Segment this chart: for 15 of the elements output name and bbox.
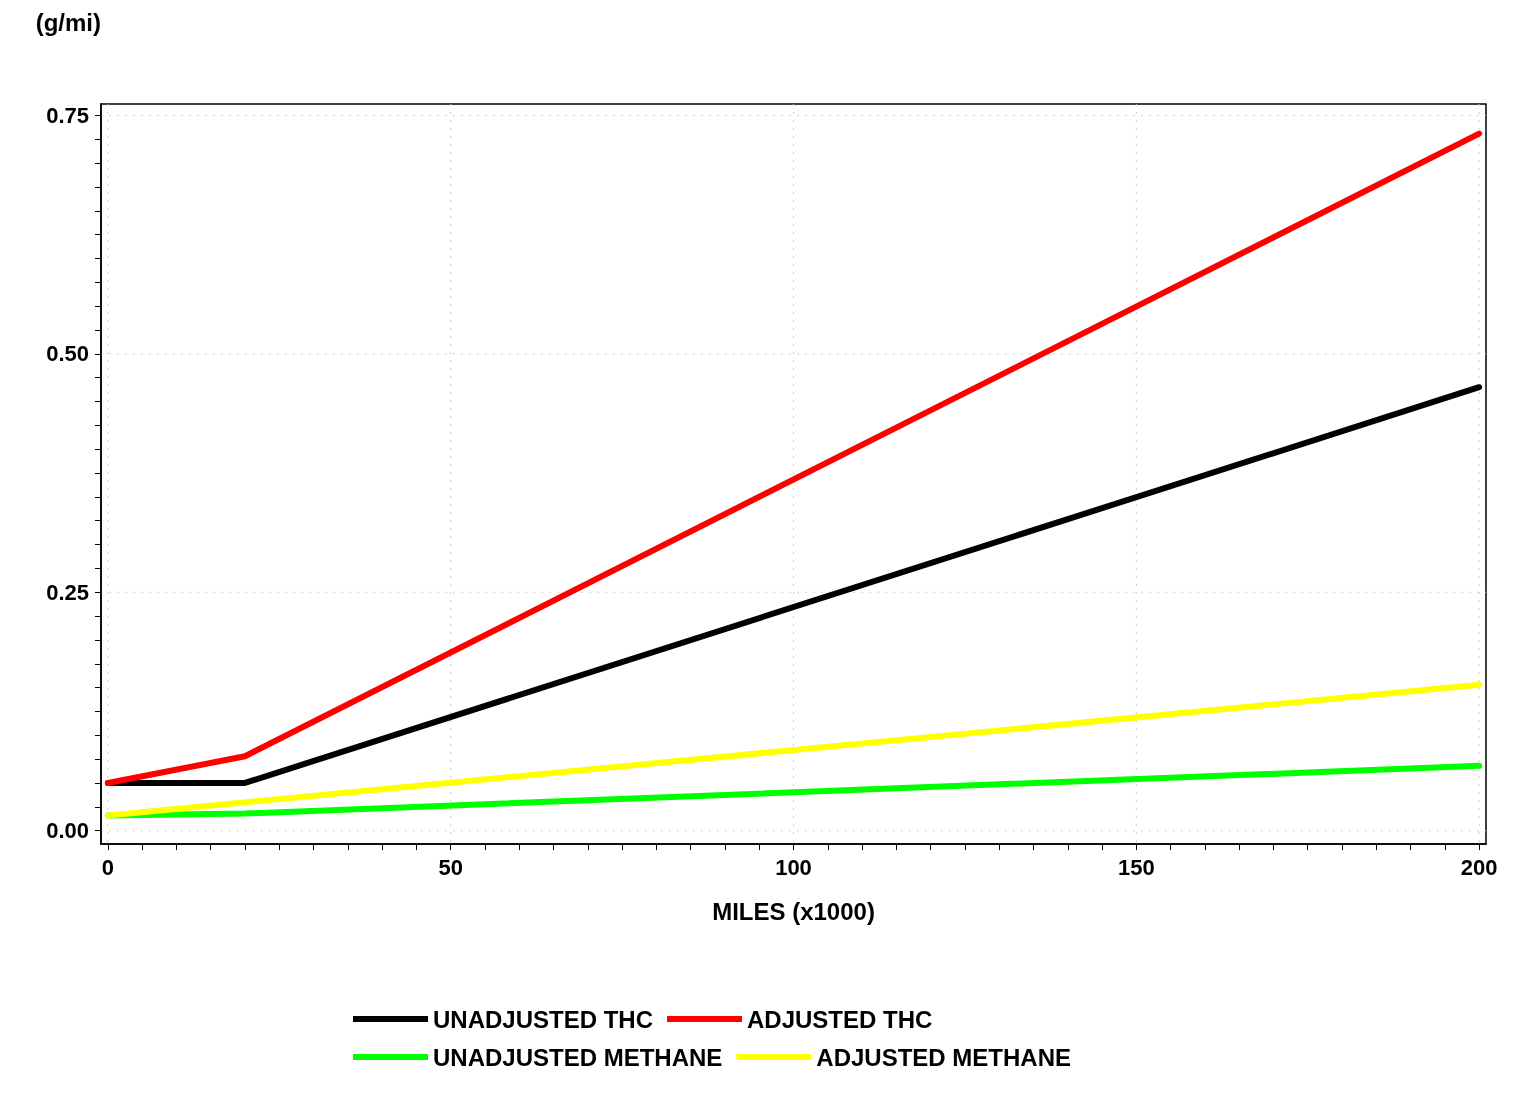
y-tick-label: 0.25 [46,579,89,605]
y-tick-label: 0.50 [46,341,89,367]
legend-label: ADJUSTED THC [747,1005,933,1033]
y-axis-title: (g/mi) [35,8,101,36]
x-tick-label: 50 [438,854,463,880]
y-tick-label: 0.00 [46,818,89,844]
x-axis-title: MILES (x1000) [712,897,875,925]
x-tick-label: 100 [775,854,812,880]
x-tick-label: 150 [1117,854,1155,880]
x-tick-label: 0 [101,854,114,880]
x-tick-label: 200 [1460,854,1498,880]
legend-label: UNADJUSTED THC [433,1005,654,1033]
y-tick-label: 0.75 [46,102,89,128]
legend-label: UNADJUSTED METHANE [433,1043,723,1071]
legend-label: ADJUSTED METHANE [816,1043,1072,1071]
